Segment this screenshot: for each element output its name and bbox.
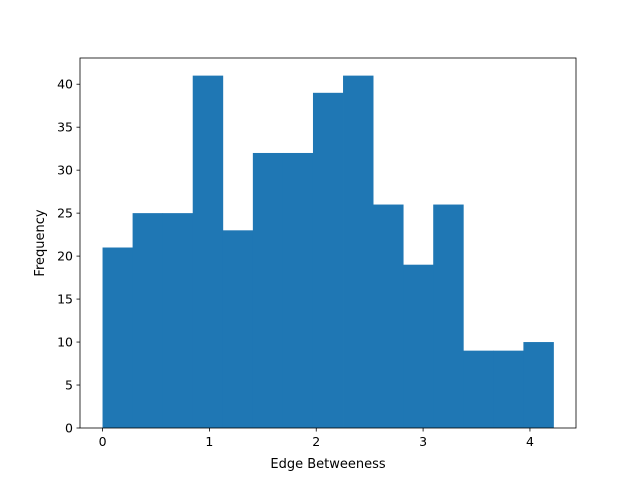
y-tick-label: 25 (57, 206, 73, 221)
x-tick-label: 4 (526, 434, 534, 449)
x-tick-label: 0 (99, 434, 107, 449)
histogram-bar (192, 75, 224, 428)
x-tick-label: 1 (205, 434, 213, 449)
y-tick-label: 20 (57, 249, 73, 264)
histogram-bar (132, 213, 164, 428)
y-tick-label: 5 (65, 378, 73, 393)
histogram-bar (403, 264, 434, 428)
x-axis-label: Edge Betweeness (270, 457, 386, 472)
y-tick-label: 0 (65, 421, 73, 436)
y-axis-label: Frequency (33, 209, 48, 276)
bars-group (102, 75, 554, 429)
histogram-bar (343, 75, 374, 428)
y-tick-label: 35 (57, 120, 73, 135)
x-tick-label: 2 (312, 434, 320, 449)
y-tick-label: 15 (57, 292, 73, 307)
histogram-bar (523, 342, 554, 428)
histogram-bar (493, 350, 524, 428)
y-tick-label: 10 (57, 335, 73, 350)
x-tick-label: 3 (419, 434, 427, 449)
histogram-bar (463, 350, 494, 428)
histogram-bar (162, 213, 194, 428)
y-tick-label: 30 (57, 163, 73, 178)
histogram-bar (222, 230, 254, 428)
histogram-bar (312, 92, 344, 429)
x-axis-ticks: 0 1 2 3 4 (99, 428, 534, 449)
histogram-bar (282, 152, 314, 429)
plot-frame (79, 57, 577, 429)
y-tick-label: 40 (57, 77, 73, 92)
histogram-bar (373, 204, 404, 428)
histogram-bar (252, 152, 284, 429)
y-axis-ticks: 0 5 10 15 20 25 30 35 40 (57, 77, 80, 436)
histogram-bar (102, 247, 134, 428)
histogram-bar (433, 204, 464, 428)
